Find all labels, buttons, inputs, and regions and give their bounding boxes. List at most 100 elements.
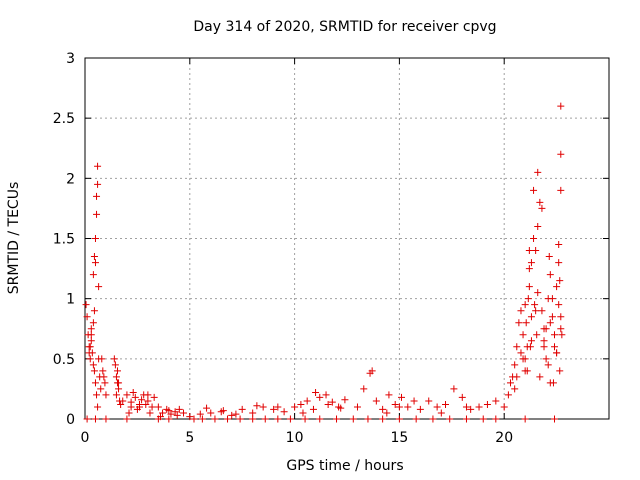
data-point [97, 385, 105, 393]
data-point [85, 349, 93, 357]
data-point [557, 186, 565, 194]
data-point [527, 337, 535, 345]
data-point [404, 403, 412, 411]
data-point [462, 403, 470, 411]
data-point [548, 313, 556, 321]
data-point [558, 331, 566, 339]
data-point [368, 367, 376, 375]
x-tick-label: 5 [185, 430, 194, 446]
data-point [511, 385, 519, 393]
data-point [291, 403, 299, 411]
data-point [536, 373, 544, 381]
data-point [159, 409, 167, 417]
data-point [551, 343, 559, 351]
data-point [555, 301, 563, 309]
data-point [82, 301, 90, 309]
data-point [527, 259, 535, 267]
data-point [433, 403, 441, 411]
y-tick-label: 2.5 [53, 111, 75, 127]
data-point [379, 405, 387, 413]
data-point [328, 398, 336, 406]
data-point [196, 410, 204, 418]
data-point [475, 403, 483, 411]
data-point [125, 409, 133, 417]
data-point [519, 331, 527, 339]
data-point [297, 401, 305, 409]
data-point [353, 403, 361, 411]
data-point [511, 361, 519, 369]
data-point [531, 301, 539, 309]
data-point [148, 403, 156, 411]
data-point [303, 397, 311, 405]
data-point [138, 396, 146, 404]
data-point [534, 222, 542, 230]
data-point [546, 271, 554, 279]
x-tick-label: 10 [286, 430, 304, 446]
data-point [286, 415, 294, 423]
data-point [129, 389, 137, 397]
data-point [324, 401, 332, 409]
data-point [446, 415, 454, 423]
data-point [527, 313, 535, 321]
data-point [90, 307, 98, 315]
data-point [532, 307, 540, 315]
data-point [131, 393, 139, 401]
data-point [540, 337, 548, 345]
data-point [523, 343, 531, 351]
data-point [146, 409, 154, 417]
data-point [322, 391, 330, 399]
data-point [154, 415, 162, 423]
data-point [458, 393, 466, 401]
data-point [525, 265, 533, 273]
data-point [86, 355, 94, 363]
data-point [165, 415, 173, 423]
data-point [542, 355, 550, 363]
axis-ticks: 0 0.5 1 1.5 2 2.5 3 0 5 10 15 20 [53, 51, 609, 446]
y-tick-label: 1 [66, 292, 75, 308]
data-point [91, 259, 99, 267]
data-point [337, 404, 345, 412]
data-point [89, 361, 97, 369]
data-point [259, 403, 267, 411]
data-point [557, 313, 565, 321]
data-point [395, 403, 403, 411]
data-point [89, 319, 97, 327]
data-point [316, 415, 324, 423]
data-point [93, 391, 101, 399]
grid [85, 58, 609, 419]
data-point [94, 180, 102, 188]
data-point [544, 361, 552, 369]
data-point [165, 407, 173, 415]
data-point [249, 415, 257, 423]
data-point [540, 325, 548, 333]
data-point [397, 393, 405, 401]
data-point [534, 289, 542, 297]
data-point [238, 405, 246, 413]
data-point [416, 405, 424, 413]
data-point [519, 355, 527, 363]
data-point [98, 355, 106, 363]
data-point [450, 385, 458, 393]
data-point [521, 415, 529, 423]
data-points [82, 102, 566, 423]
data-point [513, 373, 521, 381]
data-point [462, 415, 470, 423]
data-point [410, 397, 418, 405]
data-point [154, 403, 162, 411]
data-point [87, 337, 95, 345]
data-point [385, 391, 393, 399]
data-point [102, 391, 110, 399]
data-point [93, 192, 101, 200]
data-point [530, 235, 538, 242]
data-point [551, 331, 559, 339]
data-point [548, 295, 556, 303]
data-point [274, 415, 282, 423]
data-point [86, 343, 94, 351]
data-point [545, 253, 553, 261]
data-point [538, 204, 546, 212]
y-tick-label: 2 [66, 171, 75, 187]
data-point [483, 401, 491, 409]
data-point [228, 411, 236, 419]
data-point [521, 367, 529, 375]
